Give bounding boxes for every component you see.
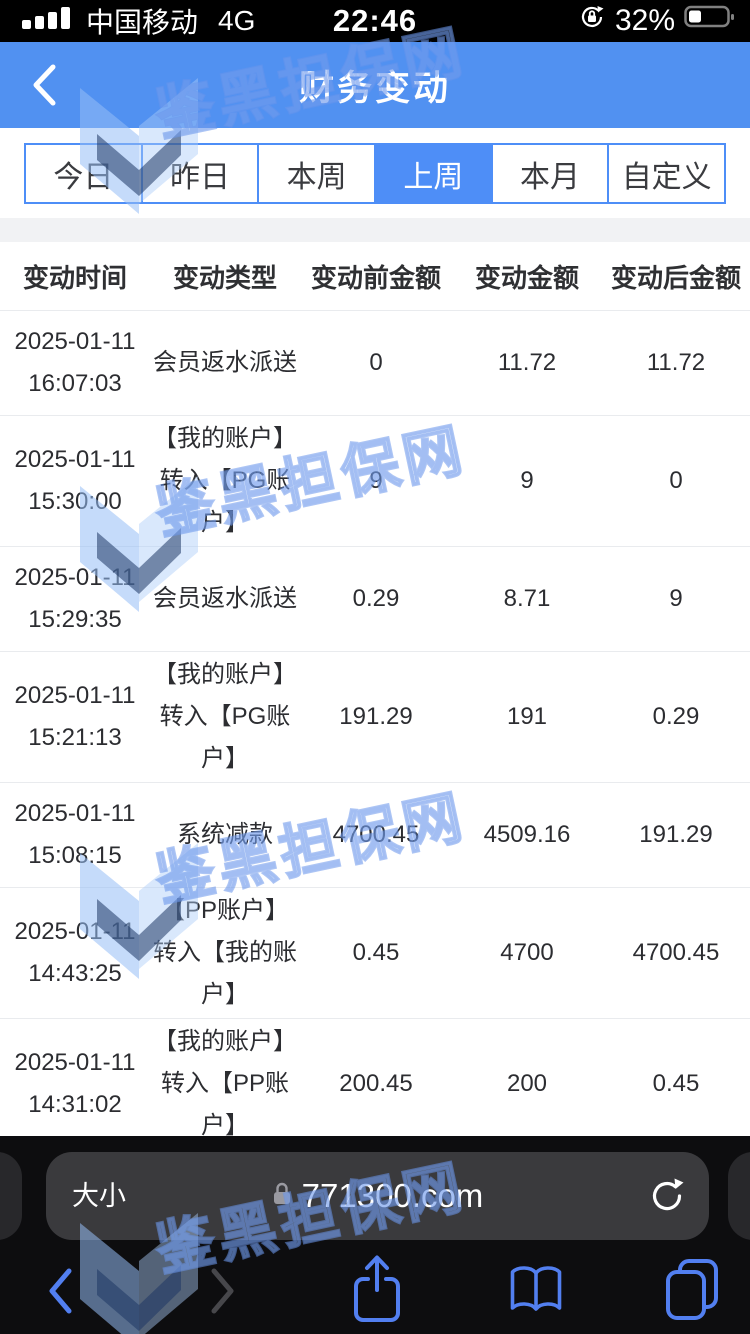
cell-amount-after: 0.29 [652, 703, 700, 730]
cell-change-amount: 9 [520, 467, 534, 494]
cell-amount-before: 9 [369, 467, 383, 494]
browser-forward-icon[interactable] [207, 1265, 239, 1322]
cell-change-amount: 11.72 [497, 349, 557, 376]
cell-change-amount: 191 [506, 703, 548, 730]
rotation-lock-icon [578, 3, 606, 39]
cell-change-type: 【我的账户】转入【PG账户】 [153, 425, 297, 536]
cell-amount-before: 0 [369, 349, 383, 376]
cell-amount-after: 0 [669, 467, 683, 494]
cell-change-type: 【PP账户】转入【我的账户】 [153, 897, 297, 1008]
column-header-amount: 变动金额 [474, 262, 579, 293]
filter-tab-本周[interactable]: 本周 [257, 145, 374, 202]
tabs-icon[interactable] [663, 1257, 721, 1328]
cell-change-time: 2025-01-11 15:29:35 [14, 564, 136, 633]
table-row: 2025-01-11 14:31:02 【我的账户】转入【PP账户】 200.45 20… [0, 1019, 750, 1150]
carrier-label: 中国移动 [86, 7, 199, 38]
table-row: 2025-01-11 15:21:13 【我的账户】转入【PG账户】 191.29 19… [0, 652, 750, 783]
filter-tab-上周[interactable]: 上周 [374, 145, 491, 202]
back-icon[interactable] [30, 63, 58, 107]
cell-amount-after: 11.72 [646, 349, 706, 376]
reload-icon[interactable] [647, 1176, 687, 1221]
table-row: 2025-01-11 15:29:35 会员返水派送 0.29 8.71 9 [0, 547, 750, 652]
filter-tab-今日[interactable]: 今日 [53, 160, 114, 194]
browser-back-icon[interactable] [44, 1265, 76, 1322]
cell-change-amount: 200 [506, 1070, 548, 1097]
cell-change-type: 系统减款 [177, 821, 273, 848]
cell-change-time: 2025-01-11 15:21:13 [14, 682, 136, 751]
cell-amount-before: 191.29 [339, 703, 413, 730]
status-bar: 中国移动 4G 22:46 32% [0, 0, 750, 42]
column-header-type: 变动类型 [172, 262, 277, 293]
address-bar[interactable]: 大小 771300.com [46, 1152, 709, 1240]
cell-change-type: 【我的账户】转入【PG账户】 [153, 661, 297, 772]
cell-amount-before: 0.45 [352, 939, 400, 966]
battery-icon [684, 4, 736, 38]
cell-amount-after: 4700.45 [632, 939, 720, 966]
cell-change-type: 会员返水派送 [153, 349, 297, 376]
filter-tab-自定义[interactable]: 自定义 [607, 145, 724, 202]
table-header: 变动时间 变动类型 变动前金额 变动金额 变动后金额 [0, 242, 750, 311]
cell-amount-after: 191.29 [639, 821, 713, 848]
table-row: 2025-01-11 16:07:03 会员返水派送 0 11.72 11.72 [0, 311, 750, 416]
adjacent-tab-stub-left [0, 1152, 22, 1240]
adjacent-tab-stub-right [728, 1152, 750, 1240]
section-divider [0, 218, 750, 242]
browser-chrome: 大小 771300.com [0, 1136, 750, 1334]
lock-icon [272, 1180, 292, 1212]
cell-amount-after: 9 [669, 585, 683, 612]
signal-bars-icon [22, 5, 74, 38]
browser-toolbar [0, 1136, 750, 1334]
table-body: 2025-01-11 16:07:03 会员返水派送 0 11.72 11.72 2025-… [0, 311, 750, 1150]
battery-percent-label: 32% [614, 4, 675, 37]
network-label: 4G [218, 5, 256, 36]
cell-change-time: 2025-01-11 14:43:25 [14, 918, 136, 987]
cell-amount-before: 200.45 [339, 1070, 413, 1097]
cell-change-type: 会员返水派送 [153, 585, 297, 612]
clock: 22:46 [332, 3, 418, 38]
page-title: 财务变动 [298, 68, 451, 108]
column-header-time: 变动时间 [22, 262, 127, 293]
cell-change-amount: 4509.16 [483, 821, 571, 848]
app-header: 财务变动 [0, 42, 750, 128]
share-icon[interactable] [348, 1252, 406, 1333]
cell-amount-before: 4700.45 [332, 821, 420, 848]
filter-tab-昨日[interactable]: 昨日 [140, 145, 258, 202]
table-row: 2025-01-11 14:43:25 【PP账户】转入【我的账户】 0.45 4700… [0, 888, 750, 1019]
cell-change-time: 2025-01-11 15:30:00 [14, 446, 136, 515]
date-filter-tabs: 今日 昨日 本周 上周 本月 自定义 [24, 143, 726, 204]
text-size-button[interactable]: 大小 [72, 1181, 126, 1211]
column-header-before: 变动前金额 [310, 262, 441, 293]
cell-change-amount: 8.71 [503, 585, 551, 612]
cell-change-amount: 4700 [500, 939, 554, 966]
filter-tab-本月[interactable]: 本月 [490, 145, 608, 202]
cell-change-time: 2025-01-11 15:08:15 [14, 800, 136, 869]
column-header-after: 变动后金额 [610, 262, 741, 293]
bookmarks-icon[interactable] [505, 1263, 567, 1322]
table-row: 2025-01-11 15:08:15 系统减款 4700.45 4509.16 191.… [0, 783, 750, 888]
url-text[interactable]: 771300.com [301, 1177, 484, 1214]
table-row: 2025-01-11 15:30:00 【我的账户】转入【PG账户】 9 9 0 [0, 416, 750, 547]
cell-amount-before: 0.29 [352, 585, 400, 612]
cell-change-time: 2025-01-11 14:31:02 [14, 1049, 136, 1118]
cell-change-type: 【我的账户】转入【PP账户】 [153, 1028, 297, 1139]
cell-amount-after: 0.45 [652, 1070, 700, 1097]
cell-change-time: 2025-01-11 16:07:03 [14, 328, 136, 397]
